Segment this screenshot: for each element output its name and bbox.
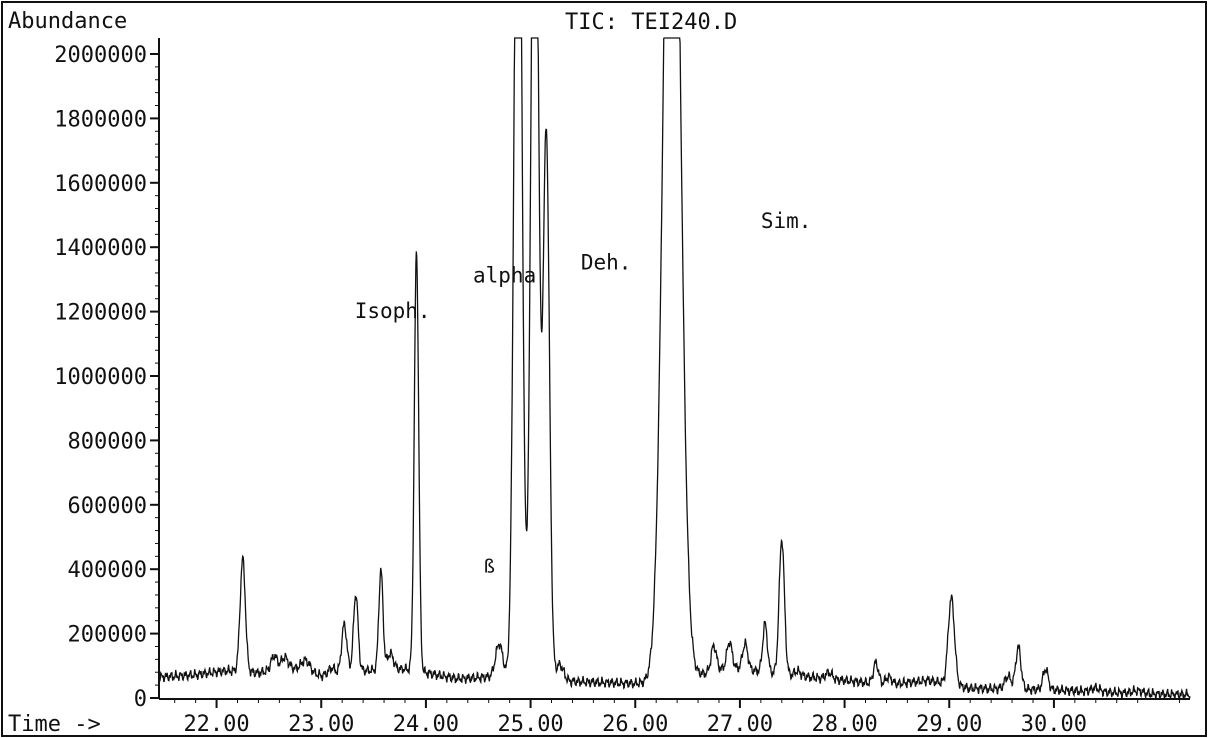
x-tick-label: 26.00 [602,712,668,737]
x-tick-label: 30.00 [1021,712,1087,737]
y-tick-label: 400000 [68,558,147,583]
y-tick-label: 600000 [68,494,147,519]
peak-annotation: Deh. [581,251,632,275]
x-axis: 22.00 23.00 24.00 25.00 26.00 27.00 28.00 29.00… [159,698,1190,737]
plot-area [158,37,1191,701]
chart-title: TIC: TEI240.D [565,10,737,35]
peak-annotation: alpha [473,264,536,288]
x-tick-label: 24.00 [393,712,459,737]
y-tick-label: 1600000 [54,172,147,197]
peak-annotation: Sim. [761,209,812,233]
x-tick-label: 25.00 [497,712,563,737]
peak-annotation: Isoph. [355,299,431,323]
x-tick-label: 29.00 [916,712,982,737]
x-tick-label: 28.00 [811,712,877,737]
y-axis: 0 200000 400000 600000 800000 1000000 1200000 1… [54,38,160,712]
x-tick-label: 23.00 [288,712,354,737]
x-tick-label: 22.00 [183,712,249,737]
x-tick-label: 27.00 [707,712,773,737]
y-tick-label: 800000 [68,429,147,454]
x-axis-label: Time -> [8,712,101,737]
y-tick-label: 200000 [68,623,147,648]
tic-signal-line [158,37,1191,701]
y-tick-label: 1000000 [54,365,147,390]
peak-annotation: ß [483,555,494,577]
y-tick-label: 1200000 [54,301,147,326]
peak-annotations: Isoph. alpha ß Deh. Sim. [355,209,812,578]
y-axis-label: Abundance [8,9,127,34]
y-tick-label: 0 [134,687,147,712]
y-tick-label: 1400000 [54,236,147,261]
y-tick-label: 2000000 [54,43,147,68]
y-tick-label: 1800000 [54,107,147,132]
